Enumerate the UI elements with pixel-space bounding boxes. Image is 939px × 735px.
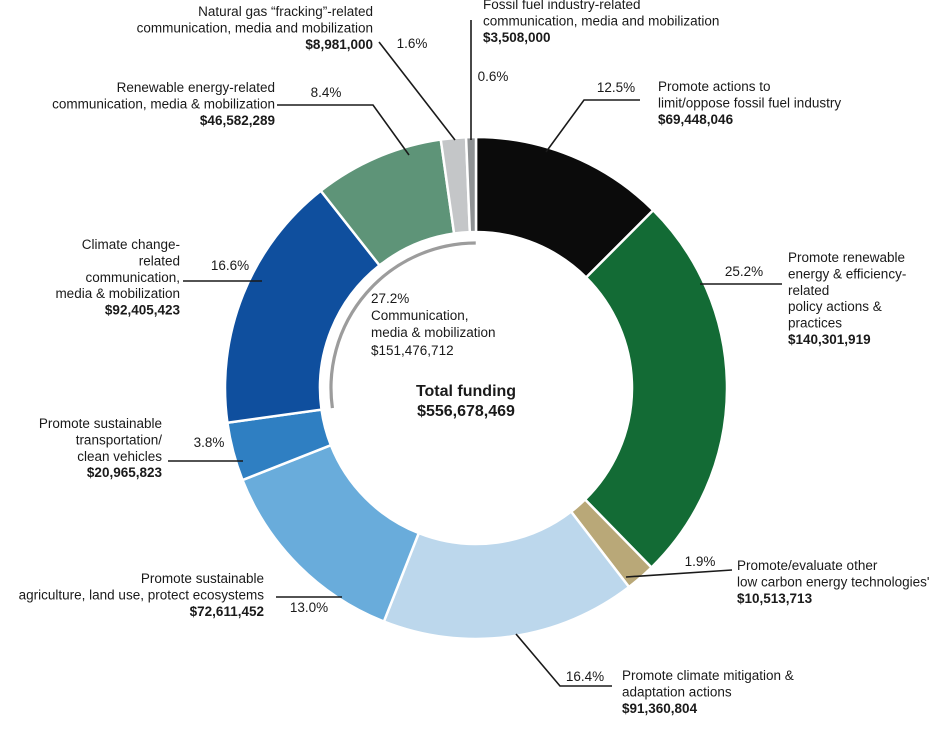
amount-label-renewable-comm: $46,582,289 xyxy=(200,113,275,128)
category-label-climate-comm: Climate change-related communication, medi… xyxy=(55,237,180,301)
slice-labels: 12.5% Promote actions to limit/oppose foss… xyxy=(19,0,930,716)
total-title: Total funding xyxy=(416,383,516,400)
leader-low-carbon xyxy=(625,569,733,578)
amount-label-low-carbon: $10,513,713 xyxy=(737,591,813,606)
category-label-renewable-policy: Promote renewable energy & efficiency-rel… xyxy=(788,250,906,331)
category-label-agriculture: Promote sustainable agriculture, land use… xyxy=(19,571,265,602)
category-label-transport: Promote sustainable transportation/clean … xyxy=(39,416,162,464)
leader-lines xyxy=(168,20,782,687)
amount-label-agriculture: $72,611,452 xyxy=(190,604,264,619)
amount-label-renewable-policy: $140,301,919 xyxy=(788,332,871,347)
pct-label-agriculture: 13.0% xyxy=(290,600,328,615)
center-text: 27.2% Communication, media & mobilizatio… xyxy=(371,291,516,420)
amount-label-fossil-comm: $3,508,000 xyxy=(483,30,551,45)
category-label-mitigation: Promote climate mitigation & adaptation a… xyxy=(622,668,794,699)
communication-group-arc xyxy=(329,241,476,409)
category-label-fossil-comm: Fossil fuel industry-related communicatio… xyxy=(483,0,719,28)
pct-label-renewable-comm: 8.4% xyxy=(311,85,342,100)
category-label-fracking-comm: Natural gas “fracking”-related communicat… xyxy=(137,4,373,35)
leader-mitigation xyxy=(515,633,612,687)
category-label-renewable-comm: Renewable energy-related communication, m… xyxy=(52,80,275,111)
pct-label-mitigation: 16.4% xyxy=(566,669,604,684)
pct-label-fracking-comm: 1.6% xyxy=(397,36,428,51)
slice-agriculture xyxy=(240,443,421,624)
donut-slices xyxy=(223,135,729,641)
pct-label-fossil-comm: 0.6% xyxy=(478,69,509,84)
leader-fracking-comm xyxy=(378,41,456,141)
slice-renewable-policy xyxy=(583,208,729,570)
amount-label-fracking-comm: $8,981,000 xyxy=(305,37,373,52)
pct-label-transport: 3.8% xyxy=(194,435,225,450)
amount-label-transport: $20,965,823 xyxy=(87,465,163,480)
total-amount: $556,678,469 xyxy=(417,403,515,420)
amount-label-climate-comm: $92,405,423 xyxy=(105,303,181,318)
leader-limit-fossil xyxy=(545,99,640,153)
category-label-limit-fossil: Promote actions to limit/oppose fossil fu… xyxy=(658,79,841,110)
group-label: Communication, xyxy=(371,308,469,323)
group-label-2: media & mobilization xyxy=(371,325,496,340)
pct-label-limit-fossil: 12.5% xyxy=(597,80,635,95)
slice-fossil-comm xyxy=(464,135,478,234)
group-amount: $151,476,712 xyxy=(371,343,454,358)
pct-label-renewable-policy: 25.2% xyxy=(725,264,763,279)
group-pct: 27.2% xyxy=(371,291,409,306)
amount-label-mitigation: $91,360,804 xyxy=(622,701,698,716)
pct-label-low-carbon: 1.9% xyxy=(685,554,716,569)
category-label-low-carbon: Promote/evaluate other low carbon energy … xyxy=(737,558,929,589)
pct-label-climate-comm: 16.6% xyxy=(211,258,249,273)
amount-label-limit-fossil: $69,448,046 xyxy=(658,112,734,127)
leader-renewable-comm xyxy=(277,104,410,156)
